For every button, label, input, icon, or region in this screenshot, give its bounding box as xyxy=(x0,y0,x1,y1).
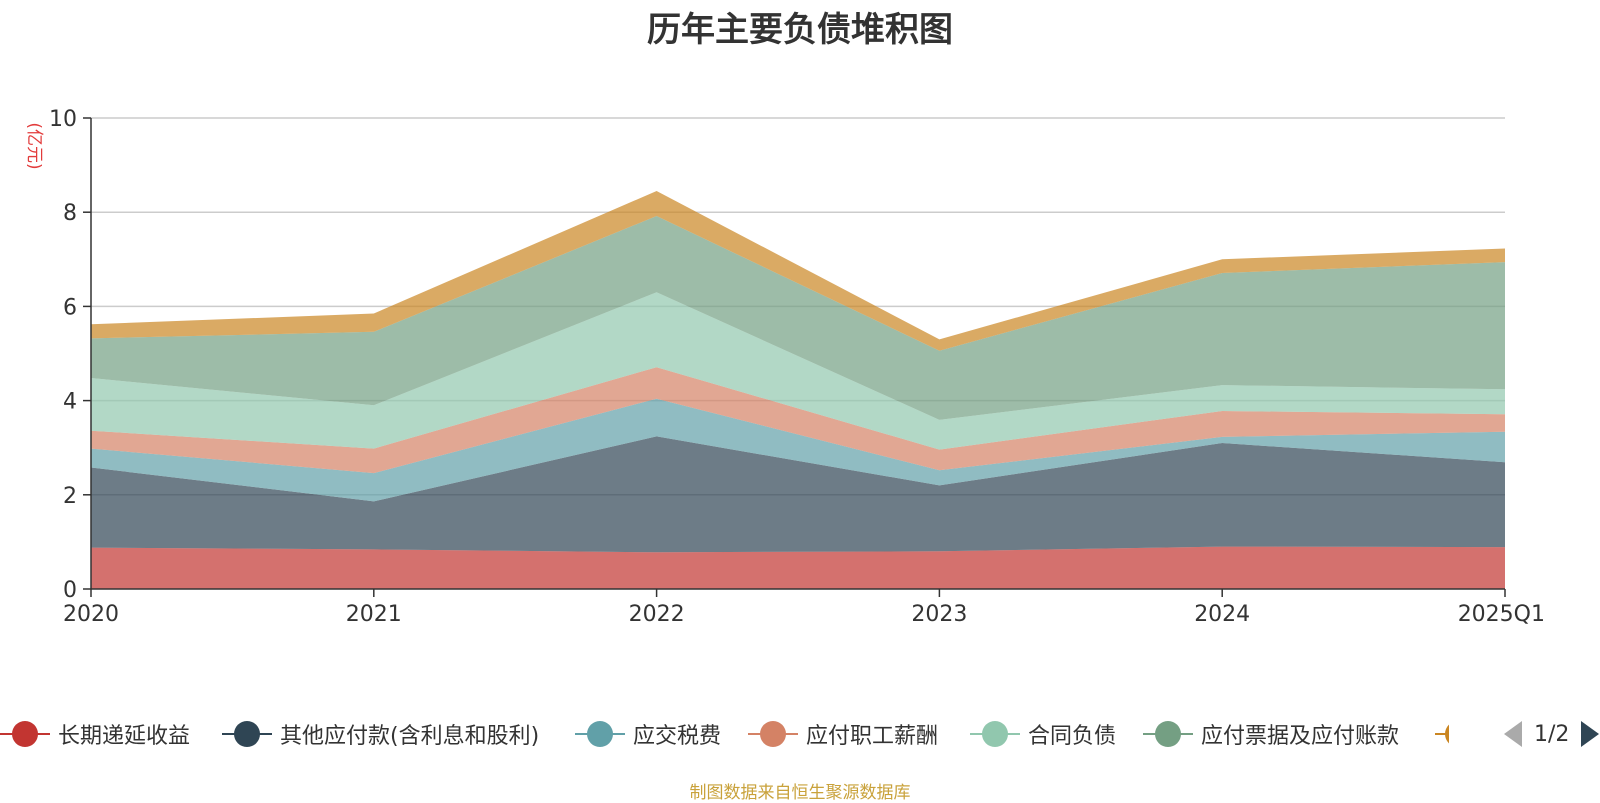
y-tick-label: 0 xyxy=(63,578,77,603)
legend-series-icon xyxy=(222,720,272,748)
legend-label: 长期递延收益 xyxy=(58,724,191,749)
legend-series-icon xyxy=(575,720,625,748)
x-tick-label: 2023 xyxy=(911,602,967,627)
y-tick-label: 6 xyxy=(63,295,77,320)
legend: 长期递延收益 其他应付款(含利息和股利) 应交税费 应付职工薪酬 合同负债 应付… xyxy=(0,716,1600,756)
stacked-areas xyxy=(91,191,1505,589)
x-tick-label: 2024 xyxy=(1194,602,1250,627)
legend-label: 合同负债 xyxy=(1028,724,1117,749)
x-tick-label: 2020 xyxy=(63,602,119,627)
area-series-0 xyxy=(91,546,1505,589)
legend-item-notes-and-accounts-payable[interactable]: 应付票据及应付账款 xyxy=(1143,716,1399,752)
y-tick-label: 10 xyxy=(49,107,77,132)
area-series-1 xyxy=(91,436,1505,553)
area-series-4 xyxy=(91,292,1505,450)
legend-item-other-payables[interactable]: 其他应付款(含利息和股利) xyxy=(222,716,539,752)
y-tick-label: 2 xyxy=(63,484,77,509)
y-tick-label: 4 xyxy=(63,390,77,415)
area-series-5 xyxy=(91,216,1505,420)
legend-page-indicator: 1/2 xyxy=(1534,721,1570,747)
y-axis-unit-label: (亿元) xyxy=(24,122,44,169)
legend-item-contract-liabilities[interactable]: 合同负债 xyxy=(970,716,1116,752)
chart-title: 历年主要负债堆积图 xyxy=(647,10,953,50)
legend-item-payroll-payable[interactable]: 应付职工薪酬 xyxy=(748,716,938,752)
y-tick-label: 8 xyxy=(63,201,77,226)
legend-item-long-term-deferred-income[interactable]: 长期递延收益 xyxy=(0,716,190,752)
legend-item-taxes-payable[interactable]: 应交税费 xyxy=(575,716,721,752)
legend-label: 其他应付款(含利息和股利) xyxy=(280,724,540,749)
legend-label: 应付职工薪酬 xyxy=(806,724,939,749)
x-tick-label: 2022 xyxy=(629,602,685,627)
legend-series-icon xyxy=(970,720,1020,748)
legend-series-icon xyxy=(748,720,798,748)
legend-next-page-icon[interactable] xyxy=(1579,719,1600,749)
legend-label: 应付票据及应付账款 xyxy=(1201,724,1400,749)
legend-label: 应交税费 xyxy=(633,724,722,749)
area-series-2 xyxy=(91,398,1505,502)
legend-prev-page-icon[interactable] xyxy=(1502,719,1524,749)
legend-pager: 1/2 xyxy=(1502,716,1600,752)
x-tick-label: 2021 xyxy=(346,602,402,627)
axes: 0 2 4 6 8 10 2020 2021 2022 2023 2024 2025Q1 xyxy=(49,107,1545,627)
legend-series-icon xyxy=(1435,720,1449,748)
area-series-6 xyxy=(91,191,1505,351)
legend-series-icon xyxy=(1143,720,1193,748)
area-series-3 xyxy=(91,367,1505,474)
legend-item-truncated[interactable] xyxy=(1435,716,1449,752)
legend-series-icon xyxy=(0,720,50,748)
data-source-note: 制图数据来自恒生聚源数据库 xyxy=(689,783,911,803)
x-tick-label: 2025Q1 xyxy=(1458,602,1545,627)
